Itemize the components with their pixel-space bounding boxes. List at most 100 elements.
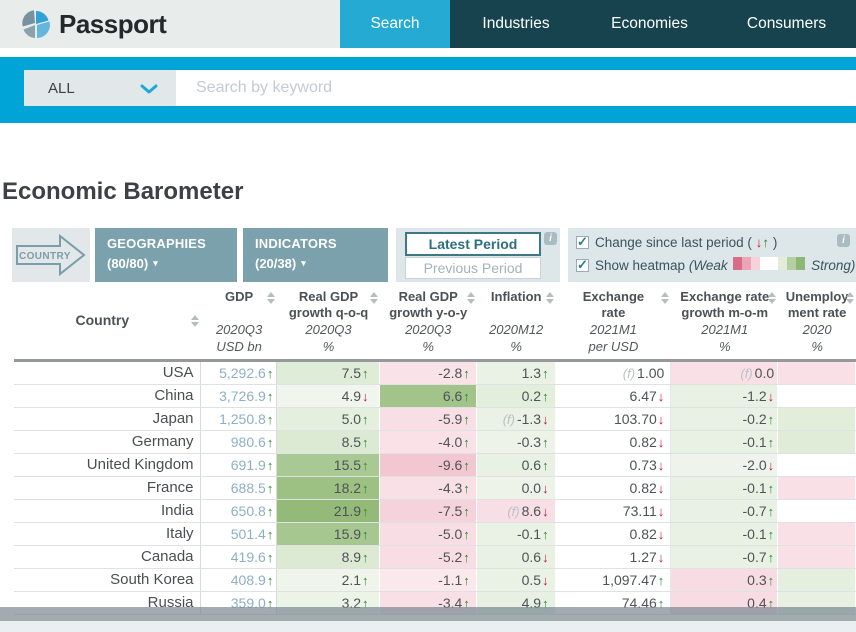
search-scope-value: ALL [48, 80, 75, 97]
horizontal-scrollbar-thumb[interactable] [0, 607, 856, 621]
cell-unemployment [778, 385, 856, 407]
indicators-button[interactable]: INDICATORS (20/38) ▾ [243, 228, 388, 282]
column-header-qoq[interactable]: Real GDPgrowth q-o-q2020Q3% [277, 285, 379, 359]
cell-unemployment [778, 408, 856, 430]
check-icon: ✓ [577, 234, 588, 250]
cell-inflation: (f)-1.3↓ [477, 408, 556, 430]
cell-yoy: -9.6↑ [380, 454, 477, 476]
brand-name: Passport [59, 9, 166, 40]
cell-value: 0.2 [522, 388, 541, 404]
sort-icon[interactable] [661, 292, 669, 304]
cell-yoy: -1.1↑ [380, 569, 477, 591]
column-header-fx_mom[interactable]: Exchange rategrowth m-o-m2021M1% [671, 285, 778, 359]
column-header-yoy[interactable]: Real GDPgrowth y-o-y2020Q3% [380, 285, 477, 359]
display-options-panel: ✓ Change since last period ( ↓↑ ) ✓ Show… [568, 228, 856, 282]
cell-fx_mom: (f)0.0 [671, 362, 778, 384]
cell-inflation: 0.0↓ [477, 477, 556, 499]
search-band: ALL [0, 57, 856, 123]
table-row: Japan1,250.8↑5.0↑-5.9↑(f)-1.3↓103.70↓-0.… [14, 408, 856, 431]
cell-country: Canada [14, 546, 201, 568]
country-flow-button[interactable]: COUNTRY [12, 228, 90, 282]
geographies-button[interactable]: GEOGRAPHIES (80/80) ▾ [95, 228, 237, 282]
nav-tab-economies[interactable]: Economies [582, 0, 717, 48]
indicators-label: INDICATORS [255, 236, 388, 251]
cell-unemployment [778, 569, 856, 591]
column-header-unit: % [477, 338, 556, 355]
cell-value: -7.5 [438, 503, 462, 519]
cell-value: -5.9 [438, 411, 462, 427]
trend-up-icon: ↑ [768, 550, 775, 565]
trend-up-icon: ↑ [463, 412, 470, 427]
cell-unemployment [778, 523, 856, 545]
trend-up-icon: ↑ [267, 458, 274, 473]
previous-period-button[interactable]: Previous Period [405, 257, 541, 279]
column-header-label-line2: growth m-o-m [671, 305, 778, 321]
cell-value: 15.5 [334, 457, 361, 473]
passport-logo[interactable]: Passport [22, 9, 166, 40]
column-header-fx[interactable]: Exchangerate2021M1per USD [556, 285, 672, 359]
show-heatmap-checkbox[interactable]: ✓ [576, 259, 589, 272]
cell-value: -1.1 [438, 572, 462, 588]
trend-up-icon: ↑ [463, 458, 470, 473]
trend-up-icon: ↑ [542, 527, 549, 542]
nav-tab-consumers[interactable]: Consumers [717, 0, 856, 48]
sort-icon[interactable] [267, 292, 275, 304]
sort-icon[interactable] [467, 292, 475, 304]
cell-value: -0.7 [743, 549, 767, 565]
check-icon: ✓ [577, 257, 588, 273]
trend-up-icon: ↑ [362, 366, 369, 381]
cell-inflation: 1.3↑ [477, 362, 556, 384]
cell-inflation: 0.6↓ [477, 546, 556, 568]
search-scope-dropdown[interactable]: ALL [24, 70, 176, 106]
nav-tab-industries[interactable]: Industries [450, 0, 582, 48]
trend-up-icon: ↑ [463, 481, 470, 496]
change-since-checkbox[interactable]: ✓ [576, 236, 589, 249]
cell-country: United Kingdom [14, 454, 201, 476]
info-icon[interactable]: i [837, 234, 850, 247]
column-header-period: 2020Q3 [201, 321, 278, 338]
geographies-count: (80/80) [107, 256, 148, 271]
cell-value: -0.1 [743, 526, 767, 542]
sort-icon[interactable] [191, 315, 199, 327]
forecast-flag: (f) [740, 366, 752, 381]
nav-tab-search[interactable]: Search [340, 0, 450, 48]
cell-value: 103.70 [614, 411, 657, 427]
cell-fx_mom: -0.7↑ [671, 546, 778, 568]
trend-up-icon: ↑ [762, 235, 769, 250]
horizontal-scrollbar-track[interactable] [0, 621, 856, 632]
caret-down-icon: ▾ [153, 259, 158, 268]
cell-gdp: 650.8↑ [201, 500, 278, 522]
cell-value: 0.82 [630, 480, 657, 496]
sort-icon[interactable] [546, 292, 554, 304]
table-header-row: CountryGDP2020Q3USD bnReal GDPgrowth q-o… [14, 285, 856, 362]
trend-down-icon: ↓ [658, 527, 665, 542]
search-input[interactable] [176, 70, 856, 106]
trend-down-icon: ↓ [542, 412, 549, 427]
trend-down-icon: ↓ [542, 481, 549, 496]
sort-icon[interactable] [370, 292, 378, 304]
trend-up-icon: ↑ [768, 481, 775, 496]
heatmap-legend-swatch [742, 257, 751, 270]
cell-unemployment [778, 362, 856, 384]
cell-fx_mom: -0.1↑ [671, 477, 778, 499]
column-header-inflation[interactable]: Inflation2020M12% [477, 285, 556, 359]
cell-value: 4.9 [342, 388, 361, 404]
column-header-country[interactable]: Country [14, 285, 201, 359]
cell-value: 2.1 [342, 572, 361, 588]
column-header-unemployment[interactable]: Unemployment rate2020% [778, 285, 856, 359]
trend-up-icon: ↑ [542, 389, 549, 404]
latest-period-button[interactable]: Latest Period [405, 232, 541, 256]
info-icon[interactable]: i [544, 232, 557, 245]
trend-down-icon: ↓ [658, 412, 665, 427]
sort-icon[interactable] [768, 292, 776, 304]
cell-fx_mom: -0.7↑ [671, 500, 778, 522]
column-header-label-line2 [477, 305, 556, 321]
trend-up-icon: ↑ [463, 366, 470, 381]
cell-unemployment [778, 454, 856, 476]
cell-country: USA [14, 362, 201, 384]
column-header-gdp[interactable]: GDP2020Q3USD bn [201, 285, 278, 359]
sort-icon[interactable] [846, 292, 854, 304]
cell-value: 650.8 [231, 503, 266, 519]
column-header-period: 2020Q3 [277, 321, 379, 338]
cell-inflation: (f)8.6↓ [477, 500, 556, 522]
